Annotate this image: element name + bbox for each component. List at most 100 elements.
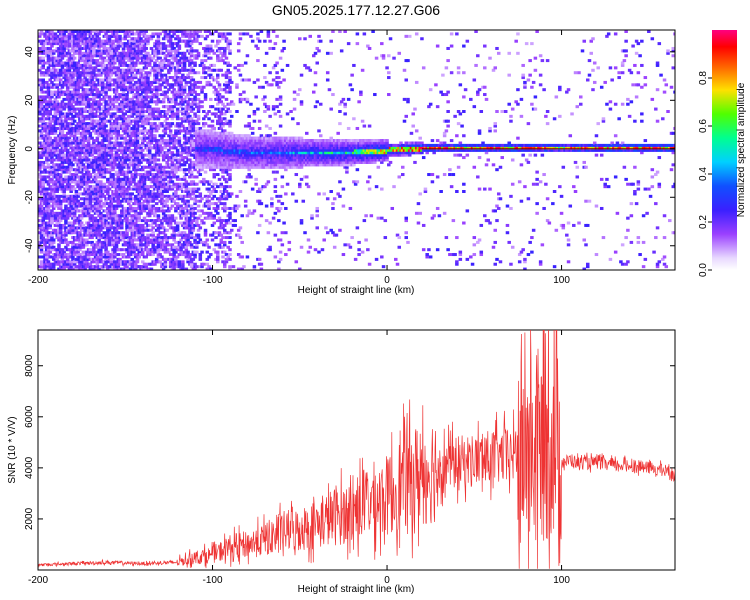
spectrogram-cell <box>58 78 63 82</box>
spectrogram-cell <box>51 245 56 249</box>
spectrogram-cell <box>44 223 49 227</box>
spectrogram-cell <box>135 122 140 126</box>
spectrogram-cell <box>85 168 89 172</box>
spectrogram-cell <box>142 192 147 196</box>
spectrogram-cell <box>174 129 178 133</box>
spectrogram-cell <box>99 165 103 169</box>
spectrogram-cell <box>93 124 98 128</box>
spectrogram-cell <box>146 158 150 162</box>
spectrogram-cell <box>114 88 119 92</box>
spectrogram-cell <box>151 199 155 203</box>
spectrogram-cell <box>182 51 187 55</box>
spectrogram-cell <box>123 126 128 130</box>
spectrogram-cell <box>57 90 61 94</box>
spectrogram-cell <box>165 151 169 155</box>
spectrogram-cell <box>144 46 148 50</box>
spectrogram-cell <box>139 173 143 177</box>
spectrogram-cell <box>118 105 122 109</box>
spectrogram-cell <box>186 73 190 77</box>
spectrogram-cell <box>177 160 182 164</box>
spectrogram-cell <box>41 80 45 84</box>
spectrogram-cell <box>102 42 107 46</box>
spectrogram-cell <box>48 100 52 104</box>
spectrogram-cell <box>177 211 182 215</box>
spectrogram-cell <box>58 199 63 203</box>
spectrogram-cell <box>76 107 80 111</box>
spectrogram-cell <box>154 180 159 184</box>
spectrogram-cell <box>163 66 168 70</box>
spectrogram-cell <box>76 185 80 189</box>
spectrogram-cell <box>72 214 77 218</box>
spectrogram-cell <box>51 51 56 55</box>
spectrogram-cell <box>154 54 159 58</box>
spectrogram-cell <box>53 32 58 36</box>
spectrogram-cell <box>147 88 152 92</box>
spectrogram-cell <box>186 93 190 97</box>
spectrogram-cell <box>182 85 187 89</box>
spectrogram-cell <box>123 206 128 210</box>
spectrogram-cell <box>146 39 150 43</box>
spectrogram-cell <box>125 30 129 33</box>
spectrogram-cell <box>151 32 155 36</box>
spectrogram-cell <box>174 37 178 41</box>
spectrogram-cell <box>156 255 161 259</box>
spectrogram-cell <box>55 83 59 87</box>
spectrogram-cell <box>41 78 45 82</box>
spectrogram-cell <box>140 141 145 145</box>
spectrogram-cell <box>170 110 175 113</box>
spectrogram-cell <box>64 221 68 225</box>
spectrogram-cell <box>50 153 54 157</box>
spectrogram-cell <box>186 105 190 109</box>
spectrogram-cell <box>147 194 152 198</box>
spectrogram-cell <box>139 236 143 240</box>
spectrogram-cell <box>55 163 59 167</box>
spectrogram-cell <box>118 216 122 220</box>
spectrogram-cell <box>67 131 72 135</box>
spectrogram-cell <box>165 117 169 121</box>
spectrogram-cell <box>114 219 119 223</box>
spectrogram-cell <box>88 39 93 43</box>
spectrogram-cell <box>58 110 63 113</box>
spectrogram-cell <box>167 32 171 36</box>
spectrogram-cell <box>132 187 136 191</box>
spectrogram-cell <box>149 90 154 94</box>
spectrogram-cell <box>78 44 82 48</box>
spectrogram-cell <box>182 63 187 67</box>
spectrogram-cell <box>146 187 150 191</box>
spectrogram-cell <box>182 223 187 227</box>
spectrogram-cell <box>67 34 72 38</box>
spectrogram-cell <box>154 177 159 181</box>
spectrogram-cell <box>97 146 101 150</box>
spectrogram-cell <box>132 46 136 50</box>
spectrogram-cell <box>60 66 65 70</box>
spectrogram-cell <box>97 32 101 36</box>
spectrogram-cell <box>118 95 122 99</box>
spectrogram-cell <box>165 216 169 220</box>
spectrogram-cell <box>44 160 49 164</box>
spectrogram-cell <box>130 141 134 145</box>
spectrogram-cell <box>113 61 117 65</box>
spectrogram-cell <box>74 66 79 70</box>
spectrogram-cell <box>95 129 100 133</box>
spectrogram-cell <box>144 61 148 65</box>
spectrogram-cell <box>140 78 145 82</box>
spectrogram-cell <box>116 165 121 169</box>
spectrogram-cell <box>149 100 154 104</box>
spectrogram-cell <box>170 107 175 111</box>
spectrogram-cell <box>130 30 134 33</box>
spectrogram-cell <box>116 71 121 75</box>
spectrogram-cell <box>107 85 112 89</box>
spectrogram-cell <box>55 151 59 155</box>
spectrogram-cell <box>51 262 56 266</box>
spectrogram-cell <box>132 42 136 46</box>
spectrogram-cell <box>39 156 44 160</box>
spectrogram-cell <box>177 102 182 106</box>
spectrogram-cell <box>179 216 183 220</box>
spectrogram-cell <box>184 180 189 184</box>
spectrogram-cell <box>92 88 96 92</box>
spectrogram-cell <box>50 190 54 193</box>
spectrogram-cell <box>133 262 138 266</box>
spectrogram-cell <box>104 93 108 97</box>
spectrogram-cell <box>78 95 82 99</box>
spectrogram-cell <box>153 160 157 164</box>
